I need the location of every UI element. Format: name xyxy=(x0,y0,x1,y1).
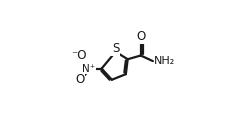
Text: N⁺: N⁺ xyxy=(82,64,95,74)
Text: O: O xyxy=(75,73,84,86)
Text: O: O xyxy=(136,30,145,43)
Text: ⁻O: ⁻O xyxy=(71,49,87,62)
Text: S: S xyxy=(112,42,119,56)
Text: NH₂: NH₂ xyxy=(154,56,176,66)
